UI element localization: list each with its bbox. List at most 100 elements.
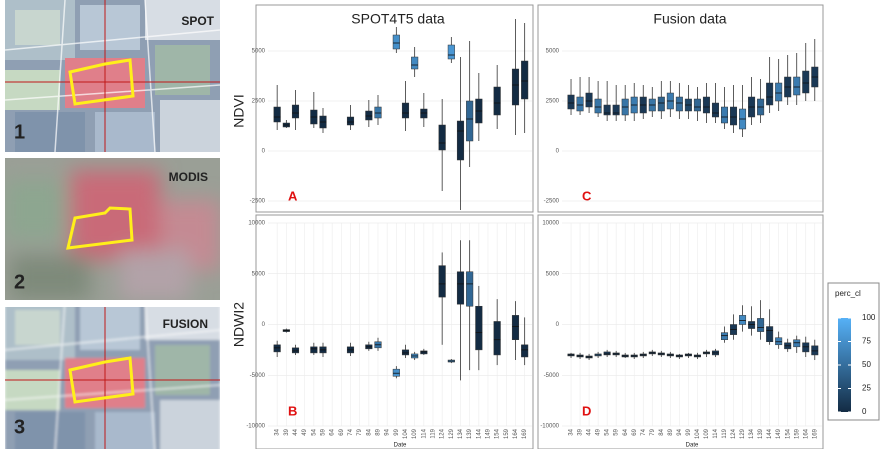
x-tick-label: 74: [348, 428, 354, 435]
y-tick-label: -2500: [250, 199, 266, 205]
image-label: SPOT: [181, 14, 214, 28]
colorbar-label: 100: [862, 313, 876, 322]
x-tick-label: 79: [357, 428, 363, 435]
x-tick-label: 129: [449, 428, 455, 439]
y-tick-label: -10000: [246, 424, 265, 430]
y-tick-label: 2500: [546, 99, 560, 105]
y-tick-label: -5000: [250, 373, 266, 379]
x-tick-label: 94: [677, 428, 683, 435]
y-tick-label: 10000: [542, 221, 559, 227]
box: [466, 100, 474, 142]
box: [702, 96, 710, 114]
box: [721, 332, 728, 340]
y-axis-label: NDVI: [231, 94, 247, 127]
colorbar-label: 75: [862, 337, 871, 346]
x-tick-label: 89: [376, 428, 382, 435]
box: [475, 305, 483, 351]
x-tick-label: 54: [311, 428, 317, 435]
y-tick-label: 0: [556, 322, 560, 328]
box: [511, 315, 520, 340]
modis-image: [5, 158, 220, 300]
box: [411, 56, 419, 70]
x-tick-label: 69: [632, 428, 638, 435]
x-tick-label: 144: [476, 428, 482, 439]
box: [273, 106, 281, 123]
box: [739, 315, 747, 325]
image-number: 2: [14, 271, 25, 293]
panel-title: Fusion data: [653, 11, 726, 27]
plot-area: [268, 11, 532, 211]
box: [456, 120, 465, 161]
box: [401, 349, 410, 356]
box: [493, 86, 501, 116]
x-tick-label: 94: [385, 428, 391, 435]
x-tick-label: 129: [740, 428, 746, 439]
box: [657, 96, 665, 112]
box: [346, 116, 355, 126]
panel-letter: D: [582, 403, 591, 418]
box: [576, 96, 584, 112]
box: [466, 271, 474, 307]
box: [775, 337, 783, 346]
x-tick-label: 149: [776, 428, 782, 439]
x-tick-label: 154: [785, 428, 791, 439]
box: [392, 368, 400, 377]
y-tick-label: 0: [556, 149, 560, 155]
box: [802, 70, 810, 94]
legend-frame: [827, 282, 880, 421]
x-tick-label: 64: [330, 428, 336, 435]
x-tick-label: 114: [421, 428, 427, 438]
box: [757, 318, 765, 332]
x-tick-label: 89: [668, 428, 674, 435]
box: [603, 351, 611, 356]
y-tick-label: 0: [262, 149, 266, 155]
x-tick-label: 74: [641, 428, 647, 435]
y-tick-label: 0: [262, 322, 266, 328]
panel: -2500 0 2500 5000 Fusion data C: [537, 4, 824, 213]
x-tick-label: 104: [403, 428, 409, 439]
box: [748, 321, 756, 329]
y-tick-label: 2500: [252, 99, 266, 105]
box: [675, 96, 683, 112]
panel: -10000 -5000 0 5000 10000 34 39 44 49 54 59 64 69 74 7…: [231, 214, 534, 449]
x-tick-label: 169: [522, 428, 528, 439]
x-tick-label: 119: [431, 428, 437, 438]
colorbar-label: 0: [862, 407, 867, 416]
box: [456, 271, 465, 305]
colorbar-label: 25: [862, 384, 871, 393]
x-tick-label: 34: [275, 428, 281, 435]
x-tick-label: 84: [366, 428, 372, 435]
x-tick-label: 159: [504, 428, 510, 439]
y-tick-label: 10000: [248, 221, 265, 227]
box: [793, 339, 801, 348]
box: [721, 106, 728, 124]
x-tick-label: 109: [412, 428, 418, 439]
spot-image: [5, 0, 220, 152]
box: [766, 326, 774, 343]
image-label: FUSION: [163, 317, 208, 331]
fusion-image: [5, 307, 220, 449]
x-tick-label: 34: [569, 428, 575, 435]
x-tick-label: 144: [767, 428, 773, 439]
box: [521, 344, 529, 358]
box: [775, 82, 783, 102]
x-tick-label: 124: [731, 428, 737, 439]
x-tick-label: 44: [293, 428, 299, 435]
box: [374, 106, 382, 119]
box: [521, 60, 529, 100]
box: [493, 321, 501, 356]
box: [291, 347, 300, 354]
y-tick-label: 5000: [252, 49, 266, 55]
box: [392, 34, 400, 50]
x-tick-label: 114: [713, 428, 719, 438]
box: [693, 98, 701, 112]
x-tick-label: 124: [440, 428, 446, 439]
x-tick-label: 44: [587, 428, 593, 435]
box: [811, 345, 819, 356]
x-tick-label: 39: [578, 428, 584, 435]
x-tick-label: 149: [486, 428, 492, 439]
x-tick-label: 59: [321, 428, 327, 435]
x-tick-label: 39: [284, 428, 290, 435]
x-tick-label: 79: [650, 428, 656, 435]
